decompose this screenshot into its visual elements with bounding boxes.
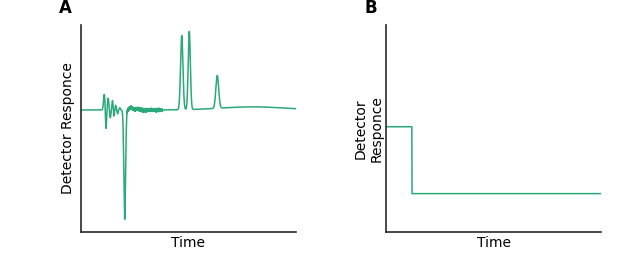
Y-axis label: Detector Responce: Detector Responce <box>61 62 75 194</box>
Text: B: B <box>365 0 378 17</box>
Text: A: A <box>59 0 72 17</box>
X-axis label: Time: Time <box>477 236 511 250</box>
Y-axis label: Detector
Responce: Detector Responce <box>353 95 383 162</box>
X-axis label: Time: Time <box>171 236 205 250</box>
